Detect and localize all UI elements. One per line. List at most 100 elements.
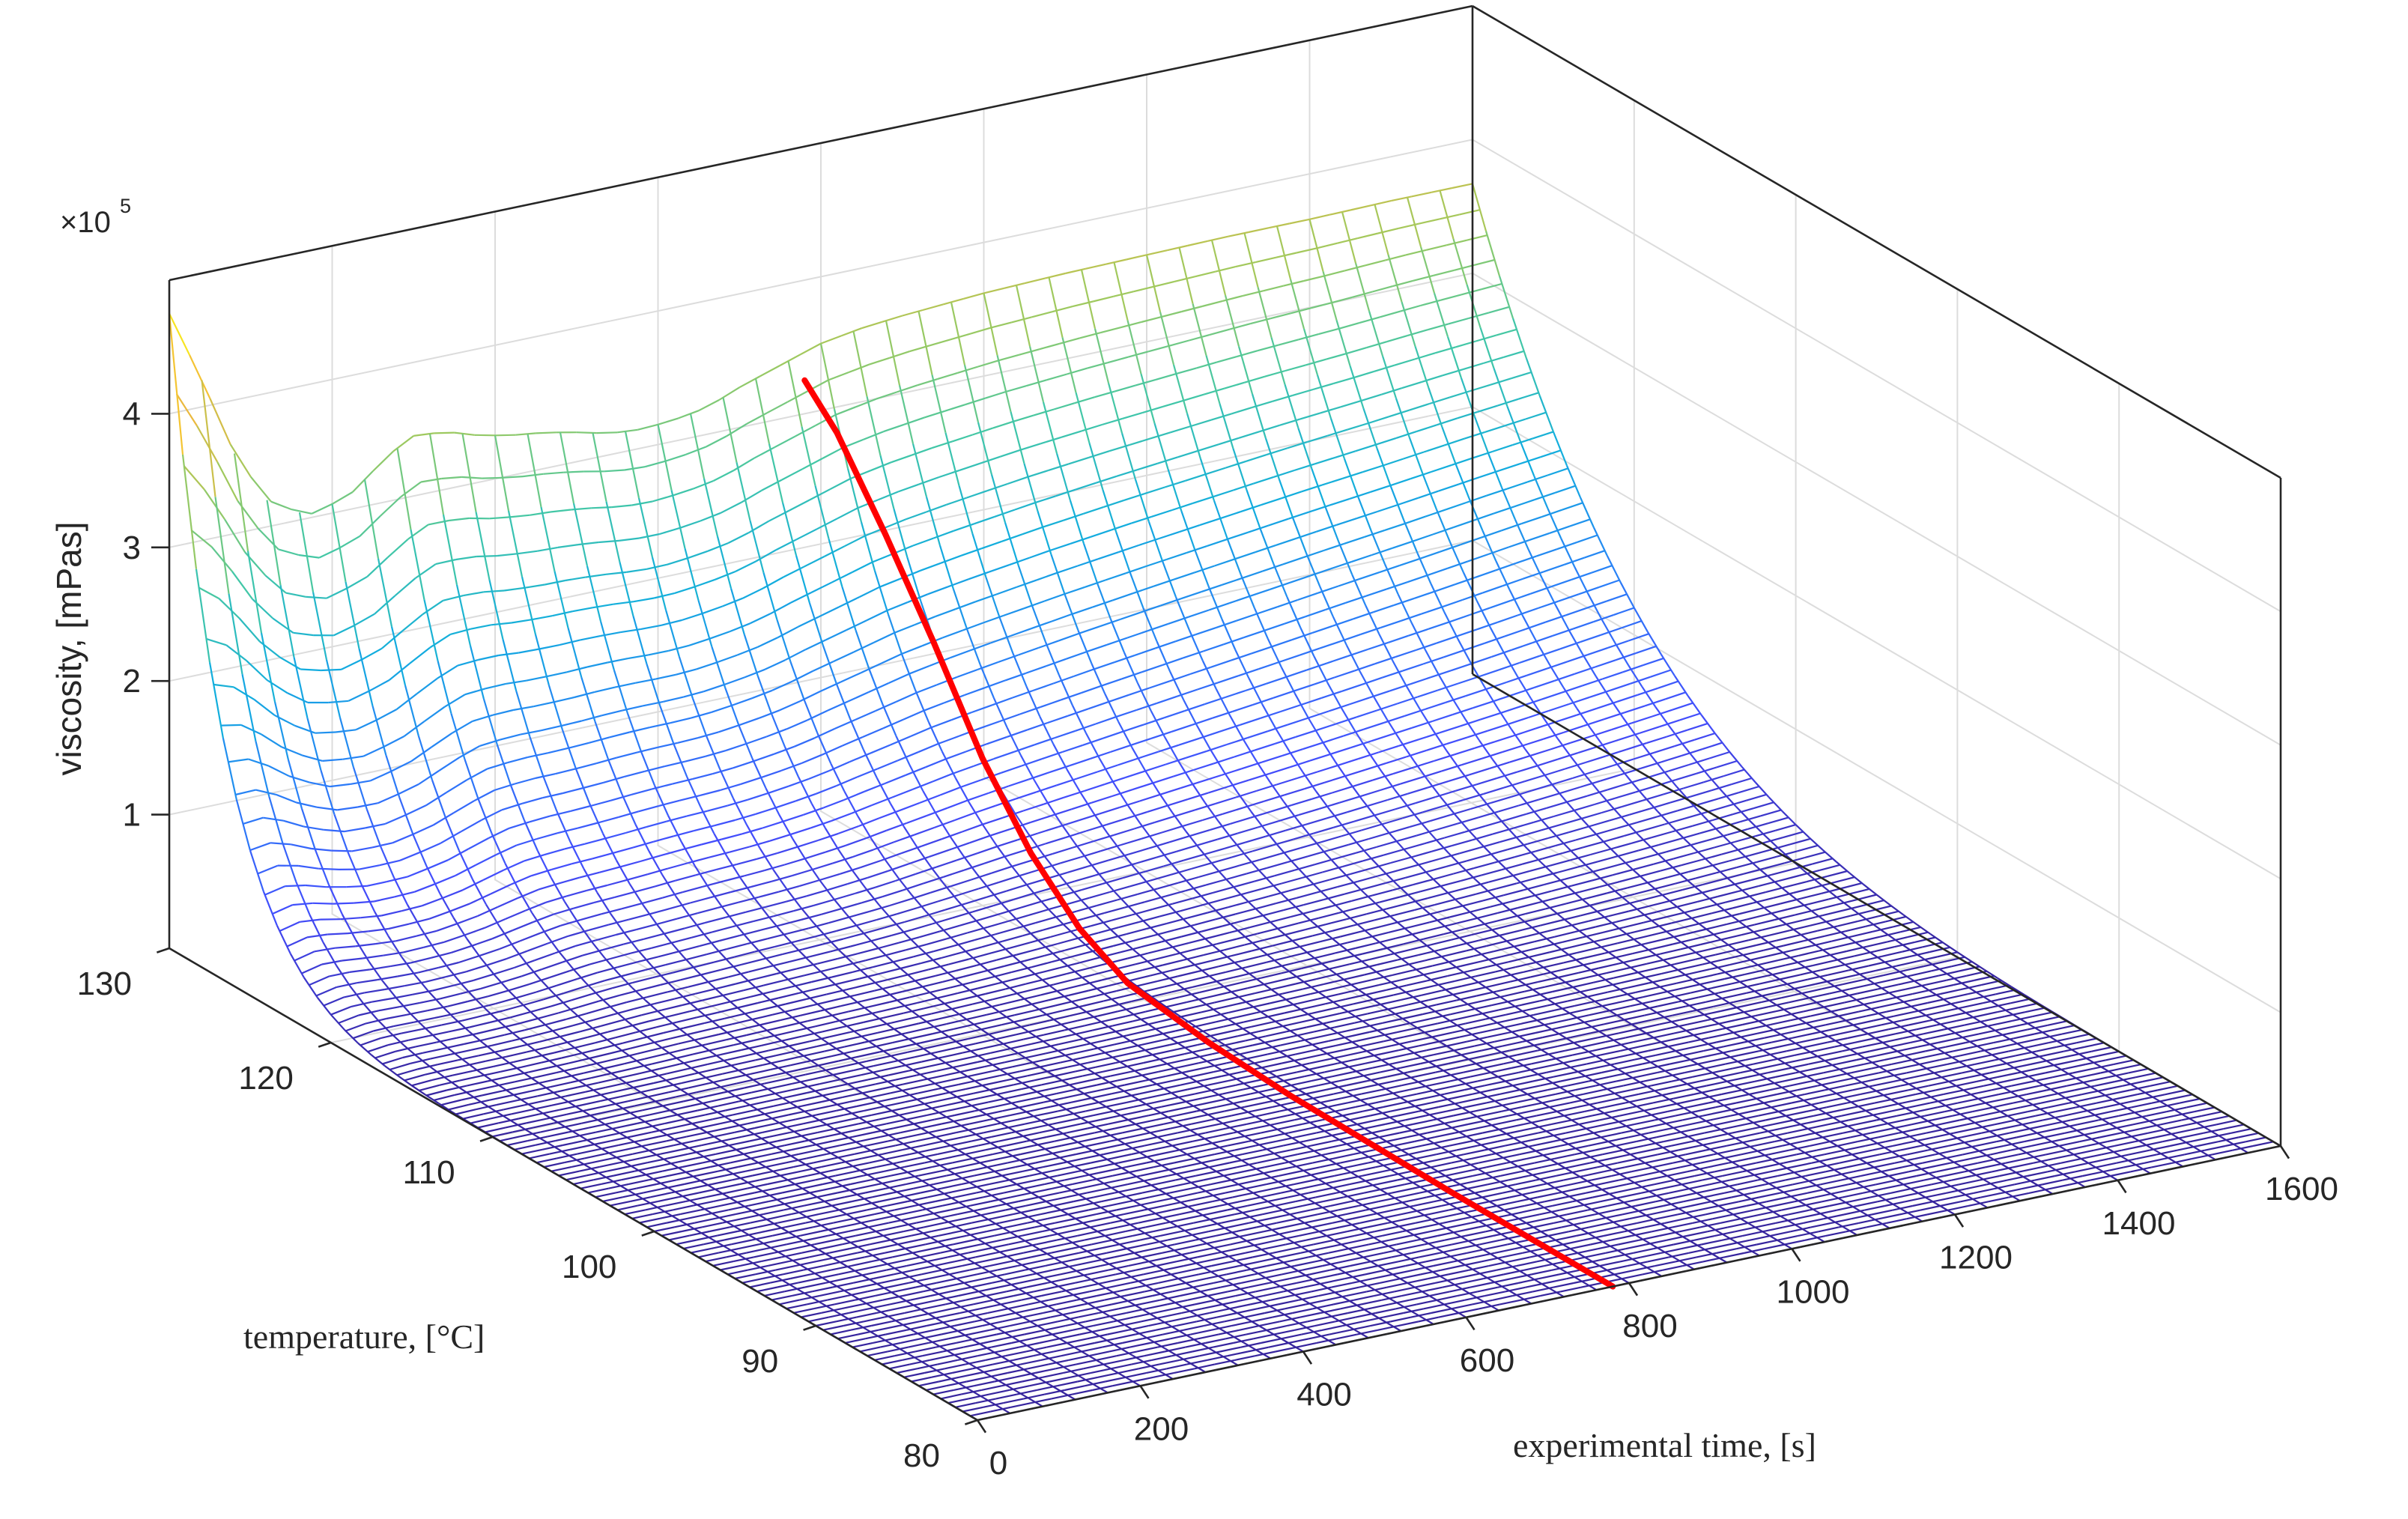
surface-mesh-line	[1481, 1110, 1502, 1117]
surface-mesh-line	[503, 586, 525, 592]
surface-mesh-line	[554, 696, 574, 703]
surface-mesh-line	[688, 637, 710, 646]
surface-mesh-line	[1312, 930, 1334, 937]
surface-mesh-line	[571, 1095, 593, 1102]
surface-mesh-line	[1505, 813, 1526, 821]
surface-mesh-line	[702, 605, 723, 615]
surface-mesh-line	[1753, 1058, 1774, 1065]
surface-mesh-line	[1601, 904, 1622, 912]
surface-mesh-line	[1383, 848, 1404, 856]
surface-mesh-line	[1174, 809, 1196, 817]
surface-mesh-line	[680, 1144, 702, 1151]
surface-mesh-line	[1316, 1127, 1338, 1134]
surface-mesh-line	[715, 983, 736, 990]
surface-mesh-line	[690, 1100, 712, 1107]
surface-mesh-line	[1515, 961, 1537, 968]
surface-mesh-line	[1568, 1014, 1590, 1021]
surface-mesh-line	[1016, 1179, 1037, 1186]
surface-mesh-line	[521, 1148, 543, 1155]
surface-mesh-line	[1555, 1023, 1577, 1030]
surface-mesh-line	[1252, 844, 1273, 852]
surface-mesh-line	[742, 1064, 763, 1070]
surface-mesh-line	[889, 898, 911, 907]
surface-mesh-line	[1031, 311, 1053, 318]
surface-mesh-line	[740, 1261, 762, 1267]
surface-mesh-line	[983, 855, 1005, 864]
surface-mesh-line	[1061, 888, 1082, 897]
surface-mesh-line	[1675, 772, 1697, 781]
surface-mesh-line	[1490, 900, 1511, 908]
surface-mesh-line	[918, 476, 940, 485]
surface-mesh-line	[1408, 402, 1430, 411]
surface-mesh-line	[1454, 1045, 1475, 1052]
surface-mesh-line	[1394, 358, 1416, 366]
surface-mesh-line	[1016, 791, 1037, 800]
surface-mesh-line	[1798, 1019, 1819, 1026]
surface-mesh-line	[213, 683, 234, 688]
surface-mesh-line	[1205, 878, 1227, 886]
surface-mesh-line	[857, 1247, 878, 1254]
surface-mesh-line	[792, 670, 813, 682]
surface-mesh-line	[744, 1007, 765, 1015]
surface-mesh-line	[1037, 571, 1058, 581]
surface-mesh-line	[1449, 613, 1470, 623]
surface-mesh-line	[535, 1072, 556, 1079]
surface-mesh-line	[1557, 752, 1579, 760]
surface-mesh-line	[946, 1018, 967, 1025]
surface-mesh-line	[816, 957, 838, 965]
surface-mesh-line	[926, 807, 948, 816]
surface-mesh-line	[1710, 1050, 1732, 1057]
surface-mesh-line	[810, 820, 831, 829]
surface-mesh-line	[803, 556, 825, 568]
surface-mesh-line	[235, 789, 256, 796]
surface-mesh-line	[1361, 1088, 1382, 1095]
surface-mesh-line	[1251, 1021, 1272, 1028]
surface-mesh-line	[733, 1192, 755, 1198]
surface-mesh-line	[565, 576, 586, 582]
surface-mesh-line	[1668, 1041, 1689, 1048]
surface-mesh-line	[512, 1035, 533, 1042]
surface-mesh-line	[926, 1110, 947, 1116]
surface-mesh-line	[1539, 919, 1561, 927]
surface-mesh-line	[1711, 783, 1732, 792]
surface-mesh-line	[865, 1123, 887, 1130]
surface-mesh-line	[1332, 377, 1354, 385]
surface-mesh-line	[661, 1230, 682, 1237]
surface-mesh-line	[1499, 1088, 1520, 1095]
surface-mesh-line	[903, 1079, 924, 1085]
surface-mesh-line	[1387, 792, 1408, 801]
surface-mesh-line	[1446, 501, 1467, 511]
surface-mesh-line	[522, 473, 544, 478]
surface-mesh-line	[1624, 705, 1646, 714]
surface-mesh-line	[613, 1086, 634, 1094]
surface-mesh-line	[1290, 574, 1311, 583]
surface-mesh-line	[969, 834, 990, 844]
surface-mesh-line	[1467, 965, 1488, 972]
surface-mesh-line	[1370, 1110, 1391, 1117]
surface-mesh-line	[1113, 828, 1135, 836]
surface-mesh-line	[1342, 1110, 1363, 1117]
surface-mesh-line	[712, 1179, 733, 1186]
surface-mesh-line	[1783, 1010, 1804, 1017]
surface-mesh-line	[593, 1174, 615, 1181]
surface-mesh-line	[783, 1204, 804, 1211]
surface-mesh-line	[874, 879, 896, 888]
surface-mesh-line	[344, 827, 366, 833]
surface-mesh-line	[1242, 1149, 1264, 1156]
surface-mesh-line	[736, 977, 756, 985]
surface-mesh-line	[1544, 981, 1566, 988]
surface-mesh-line	[648, 649, 670, 656]
surface-mesh-line	[566, 666, 588, 673]
surface-mesh-line	[1067, 1061, 1089, 1068]
surface-mesh-line	[1023, 1034, 1045, 1040]
surface-mesh-line	[216, 461, 239, 502]
surface-mesh-line	[727, 1123, 748, 1130]
surface-mesh-line	[1014, 502, 1036, 511]
surface-mesh-line	[1487, 1031, 1508, 1038]
surface-mesh-line	[1511, 1063, 1532, 1070]
surface-mesh-line	[1650, 669, 1672, 678]
surface-mesh-line	[1583, 840, 1604, 849]
surface-mesh-line	[1918, 974, 1939, 981]
surface-mesh-line	[1183, 853, 1205, 861]
surface-mesh-line	[1753, 992, 1774, 999]
